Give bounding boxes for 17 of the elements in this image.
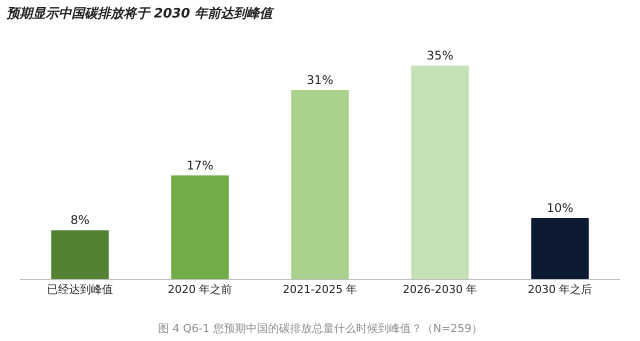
- chart-title: 预期显示中国碳排放将于 2030 年前达到峰值: [6, 6, 275, 22]
- x-tick-label: 2020 年之前: [168, 283, 232, 296]
- data-label: 31%: [306, 72, 334, 87]
- data-label: 35%: [426, 48, 454, 63]
- bar: [531, 218, 589, 279]
- x-tick-label: 已经达到峰值: [47, 283, 113, 296]
- data-label: 8%: [70, 213, 90, 228]
- bar: [291, 90, 349, 279]
- bar: [411, 66, 469, 279]
- x-tick-label: 2026-2030 年: [402, 283, 478, 296]
- data-label: 17%: [186, 158, 214, 172]
- bar: [51, 230, 109, 279]
- bar: [171, 175, 229, 279]
- data-label: 10%: [546, 201, 574, 216]
- x-tick-label: 2021-2025 年: [282, 283, 358, 296]
- caption: 图 4 Q6-1 您预期中国的碳排放总量什么时候到峰值？（N=259）: [158, 322, 483, 335]
- x-tick-label: 2030 年之后: [528, 283, 592, 296]
